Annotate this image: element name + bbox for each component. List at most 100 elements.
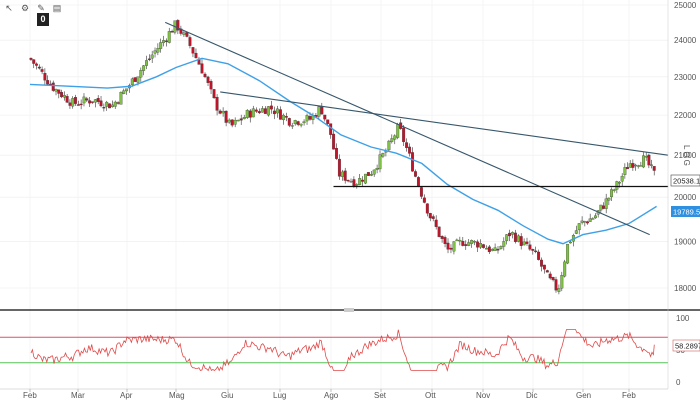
candle-body bbox=[209, 81, 213, 90]
candle-body bbox=[284, 116, 288, 118]
candle-body bbox=[496, 248, 500, 251]
price-tick-label: 18000 bbox=[674, 284, 697, 293]
candle-body bbox=[194, 52, 198, 59]
candle-body bbox=[528, 244, 532, 250]
candle-body bbox=[563, 261, 567, 277]
candle-body bbox=[458, 239, 462, 242]
candle-body bbox=[272, 110, 276, 115]
candle-body bbox=[580, 220, 584, 223]
cursor-arrow-icon[interactable]: ↖ bbox=[5, 3, 13, 13]
candle-body bbox=[623, 167, 627, 175]
svg-text:58.2897: 58.2897 bbox=[675, 342, 700, 351]
oscillator-tick-label: 0 bbox=[676, 378, 681, 387]
candle-body bbox=[588, 218, 592, 222]
month-label: Dic bbox=[526, 391, 538, 400]
candle-body bbox=[522, 241, 526, 246]
candle-body bbox=[361, 179, 365, 182]
candle-body bbox=[647, 154, 651, 166]
candle-body bbox=[236, 119, 240, 122]
candle-body bbox=[110, 104, 114, 108]
candle-body bbox=[372, 169, 376, 175]
candle-body bbox=[628, 163, 632, 168]
price-tick-label: 20000 bbox=[674, 193, 697, 202]
candle-body bbox=[287, 118, 291, 126]
candle-body bbox=[652, 166, 656, 171]
candle-body bbox=[513, 232, 517, 242]
candle-body bbox=[203, 73, 207, 78]
candle-body bbox=[634, 164, 637, 167]
candle-body bbox=[476, 241, 480, 248]
candle-body bbox=[46, 80, 50, 85]
candle-body bbox=[337, 158, 341, 177]
moving-average-badge: 19789.5254 bbox=[671, 206, 700, 217]
candle-body bbox=[290, 125, 294, 127]
candle-body bbox=[434, 219, 438, 227]
candle-body bbox=[548, 273, 552, 279]
layers-icon[interactable]: ▤ bbox=[52, 3, 62, 13]
candle-body bbox=[326, 119, 330, 124]
candle-body bbox=[631, 163, 635, 168]
pencil-icon[interactable]: ✎ bbox=[37, 3, 45, 13]
candle-body bbox=[218, 110, 222, 114]
time-axis: Feb Mar Apr Mag Giu Lug Ago Set Ott Nov Dic Gen Feb bbox=[23, 389, 636, 400]
candle-body bbox=[85, 98, 89, 101]
panel-separator-handle[interactable] bbox=[344, 308, 354, 312]
candle-body bbox=[212, 89, 216, 99]
candle-body bbox=[54, 89, 58, 92]
candle-body bbox=[542, 264, 546, 270]
candle-body bbox=[343, 170, 347, 181]
candle-body bbox=[540, 259, 543, 267]
candle-body bbox=[473, 241, 477, 243]
candle-body bbox=[602, 205, 605, 209]
candle-body bbox=[615, 181, 619, 190]
candle-body bbox=[108, 103, 112, 109]
oscillator-line bbox=[30, 329, 655, 373]
oscillator-panel: 100500 58.2897 bbox=[0, 314, 700, 387]
month-label: Nov bbox=[476, 391, 490, 400]
candle-body bbox=[440, 236, 444, 239]
candle-body bbox=[40, 69, 44, 72]
candle-body bbox=[133, 77, 137, 82]
candle-body bbox=[224, 110, 228, 123]
candle-body bbox=[281, 114, 285, 121]
candle-body bbox=[76, 104, 80, 106]
candle-body bbox=[650, 164, 653, 166]
candle-body bbox=[335, 147, 338, 159]
candle-body bbox=[96, 98, 100, 102]
candle-body bbox=[349, 180, 353, 183]
candle-body bbox=[419, 187, 423, 197]
candle-body bbox=[102, 106, 106, 109]
candle-body bbox=[51, 82, 55, 91]
candle-body bbox=[227, 119, 231, 123]
price-tick-label: 24000 bbox=[674, 36, 697, 45]
last-price-badge: 20538.1797 bbox=[670, 174, 700, 187]
candle-body bbox=[37, 66, 41, 69]
candle-body bbox=[508, 232, 512, 237]
candle-body bbox=[62, 95, 66, 98]
candle-body bbox=[352, 179, 356, 187]
candle-body bbox=[323, 114, 327, 120]
candle-body bbox=[257, 111, 261, 114]
candle-body bbox=[411, 152, 414, 172]
price-tick-label: 22000 bbox=[674, 111, 697, 120]
zero-badge[interactable]: 0 bbox=[37, 13, 49, 26]
candle-body bbox=[176, 20, 180, 31]
candle-body bbox=[525, 241, 529, 244]
candle-body bbox=[191, 47, 195, 54]
month-label: Mar bbox=[71, 391, 85, 400]
candle-body bbox=[577, 223, 581, 231]
candle-body bbox=[260, 108, 264, 113]
candle-body bbox=[105, 101, 109, 107]
settings-icon[interactable]: ⚙ bbox=[20, 3, 30, 13]
trend-lines bbox=[164, 21, 669, 236]
candle-body bbox=[340, 171, 344, 177]
candle-body bbox=[296, 121, 300, 125]
candle-body bbox=[422, 197, 426, 203]
candle-body bbox=[71, 98, 75, 107]
price-tick-label: 21000 bbox=[674, 151, 697, 160]
price-grid bbox=[0, 4, 668, 289]
candle-body bbox=[164, 40, 168, 42]
month-label: Mag bbox=[169, 391, 185, 400]
